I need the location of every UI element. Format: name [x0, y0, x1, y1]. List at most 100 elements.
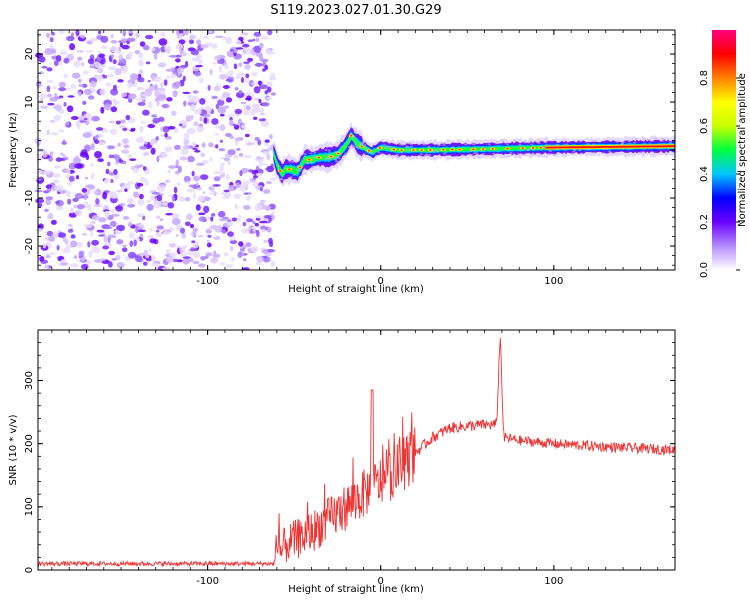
noise-blob — [75, 29, 80, 37]
noise-blob — [135, 255, 143, 263]
noise-blob — [223, 157, 231, 162]
noise-blob — [87, 95, 95, 100]
noise-blob — [137, 229, 146, 233]
ridge-speckle — [337, 157, 341, 160]
noise-blob — [73, 204, 79, 209]
ridge-spot-red — [378, 147, 382, 149]
noise-blob — [168, 165, 177, 169]
noise-blob — [46, 80, 54, 83]
noise-blob — [203, 205, 210, 214]
ridge-speckle — [369, 151, 373, 154]
noise-blob — [85, 184, 95, 189]
noise-blob — [262, 205, 271, 210]
ridge-spot-red — [442, 149, 445, 151]
ridge-spot-red — [330, 155, 333, 158]
noise-blob — [118, 46, 122, 52]
noise-blob — [176, 67, 184, 74]
noise-blob — [200, 44, 209, 49]
noise-blob — [112, 59, 117, 65]
noise-blob — [195, 204, 201, 211]
ridge-speckle — [482, 152, 486, 155]
noise-blob — [195, 182, 199, 186]
noise-blob — [97, 141, 106, 146]
noise-blob — [225, 97, 233, 103]
noise-blob — [260, 120, 270, 127]
noise-blob — [174, 214, 180, 218]
noise-blob — [67, 198, 72, 205]
noise-blob — [220, 191, 227, 195]
ridge-band-outer — [273, 127, 675, 184]
noise-blob — [269, 177, 277, 181]
noise-blob — [175, 81, 181, 87]
noise-blob — [63, 57, 70, 64]
noise-blob — [179, 51, 188, 57]
noise-blob — [143, 261, 148, 266]
noise-blob — [187, 155, 195, 163]
ridge-spot-red — [337, 152, 340, 155]
noise-blob — [155, 136, 159, 141]
noise-blob — [111, 213, 120, 217]
noise-blob — [87, 203, 92, 211]
noise-blob — [194, 150, 201, 153]
ridge-speckle — [501, 140, 505, 143]
noise-blob — [266, 81, 273, 89]
noise-blob — [93, 191, 99, 195]
noise-blob — [137, 182, 144, 187]
noise-blob — [219, 261, 225, 266]
noise-blob — [191, 141, 197, 147]
noise-blob — [267, 29, 273, 36]
noise-blob — [227, 160, 232, 166]
noise-blob — [139, 145, 148, 150]
noise-blob — [167, 169, 172, 174]
noise-blob — [53, 179, 60, 184]
snr-x-tick-label: -100 — [196, 576, 219, 587]
ridge-speckle — [386, 145, 389, 148]
noise-blob — [266, 86, 272, 93]
noise-blob — [186, 127, 196, 135]
noise-blob — [108, 250, 115, 256]
noise-blob — [259, 42, 264, 49]
noise-blob — [232, 154, 239, 159]
noise-blob — [222, 216, 230, 220]
noise-blob — [116, 239, 124, 245]
noise-blob — [196, 39, 202, 46]
noise-blob — [243, 205, 251, 210]
ridge-speckle — [509, 151, 513, 154]
noise-blob — [46, 32, 51, 38]
noise-blob — [87, 241, 91, 248]
noise-blob — [264, 90, 268, 95]
noise-blob — [225, 36, 233, 44]
ridge-speckle — [333, 158, 337, 161]
ridge-speckle — [531, 152, 535, 155]
noise-blob — [112, 154, 120, 160]
noise-blob — [68, 175, 75, 182]
noise-blob — [103, 178, 109, 185]
noise-blob — [167, 126, 176, 130]
noise-blob — [164, 179, 171, 184]
noise-blob — [127, 82, 133, 88]
noise-blob — [244, 133, 250, 138]
noise-blob — [255, 156, 264, 160]
ridge-speckle — [334, 156, 338, 159]
noise-blob — [161, 152, 169, 158]
noise-blob — [175, 233, 179, 238]
ridge-speckle — [436, 149, 440, 152]
noise-blob — [213, 250, 217, 256]
noise-blob — [229, 117, 233, 121]
noise-blob — [229, 239, 238, 245]
noise-blob — [172, 258, 179, 263]
noise-blob — [270, 260, 276, 268]
noise-blob — [78, 115, 85, 121]
ridge-speckle — [423, 154, 427, 157]
noise-blob — [41, 65, 48, 69]
noise-blob — [247, 57, 253, 62]
noise-blob — [123, 144, 130, 149]
ridge-speckle — [292, 173, 296, 176]
colorbar-tick-label: 0.4 — [699, 166, 710, 182]
noise-blob — [77, 124, 81, 130]
ridge-speckle — [473, 152, 477, 155]
noise-blob — [45, 255, 51, 259]
noise-blob — [127, 251, 137, 259]
spectrogram-x-ticks: -100 0 100 — [51, 30, 676, 287]
noise-blob — [46, 188, 52, 193]
